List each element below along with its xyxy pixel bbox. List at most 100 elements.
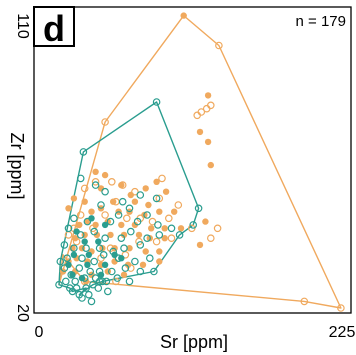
teal-open-data-point <box>143 234 151 243</box>
teal-open-data-point <box>60 264 69 272</box>
orange-filled-data-point <box>180 12 187 19</box>
teal-open-data-point <box>194 204 203 213</box>
orange-open-data-point <box>76 211 85 219</box>
teal-open-data-point <box>70 244 78 253</box>
teal-open-data-point <box>136 191 145 199</box>
teal-filled-data-point <box>73 228 80 235</box>
orange-filled-data-point <box>171 208 178 215</box>
orange-filled-data-point <box>93 231 101 239</box>
orange-filled-data-point <box>126 245 133 252</box>
y-tick-label-min: 20 <box>14 304 31 322</box>
orange-open-data-point <box>101 211 109 219</box>
teal-open-data-point <box>114 211 123 219</box>
teal-open-data-point <box>167 224 176 233</box>
teal-filled-data-point <box>69 271 76 278</box>
teal-open-data-point <box>91 181 100 189</box>
orange-filled-data-point <box>120 271 128 278</box>
teal-open-data-point <box>56 257 65 266</box>
orange-filled-data-point <box>148 225 155 232</box>
teal-filled-data-point <box>111 251 118 258</box>
point-layer <box>55 12 345 312</box>
teal-open-data-point <box>131 257 139 266</box>
teal-open-data-point <box>189 221 198 229</box>
orange-filled-data-point <box>118 221 125 229</box>
teal-open-data-point <box>99 251 108 259</box>
orange-filled-data-point <box>196 128 204 136</box>
teal-open-data-point <box>146 254 154 263</box>
teal-open-data-point <box>76 231 85 239</box>
orange-filled-data-point <box>142 185 149 192</box>
teal-open-data-point <box>154 221 162 229</box>
orange-filled-data-point <box>153 178 160 185</box>
orange-open-data-point <box>300 297 309 306</box>
teal-open-data-point <box>83 217 92 226</box>
orange-filled-data-point <box>207 161 214 169</box>
teal-open-data-point <box>64 224 73 233</box>
orange-filled-data-point <box>72 235 79 242</box>
teal-open-data-point <box>75 264 84 272</box>
orange-open-data-point <box>123 214 131 223</box>
teal-open-data-point <box>82 284 90 292</box>
teal-open-data-point <box>136 267 145 276</box>
teal-filled-data-point <box>65 261 72 268</box>
orange-filled-data-point <box>92 221 99 229</box>
orange-filled-data-point <box>110 198 117 205</box>
orange-filled-data-point <box>118 181 125 189</box>
orange-open-data-point <box>215 41 223 50</box>
orange-open-data-point <box>207 234 215 243</box>
teal-open-data-point <box>60 241 69 249</box>
orange-filled-data-point <box>156 258 163 265</box>
teal-open-data-point <box>78 294 86 302</box>
orange-filled-data-point <box>92 168 99 175</box>
teal-open-data-point <box>136 241 145 249</box>
teal-open-data-point <box>118 197 127 206</box>
teal-open-data-point <box>106 217 115 226</box>
orange-filled-data-point <box>202 218 209 225</box>
teal-open-data-point <box>121 264 130 272</box>
teal-filled-data-point <box>84 261 91 268</box>
teal-open-data-point <box>117 234 126 243</box>
orange-filled-data-point <box>65 205 72 212</box>
teal-filled-data-point <box>81 238 88 245</box>
orange-filled-data-point <box>101 171 109 179</box>
orange-filled-data-point <box>81 198 88 205</box>
orange-open-data-point <box>108 178 116 186</box>
orange-filled-data-point <box>127 191 134 199</box>
teal-open-data-point <box>86 267 95 276</box>
panel-label: d <box>43 8 65 49</box>
teal-open-data-point <box>72 284 81 292</box>
teal-open-data-point <box>85 290 93 299</box>
orange-open-data-point <box>174 201 183 209</box>
teal-open-data-point <box>90 227 99 236</box>
orange-filled-data-point <box>131 221 139 229</box>
orange-open-data-point <box>165 214 173 223</box>
teal-open-data-point <box>152 194 161 203</box>
teal-filled-data-point <box>97 271 105 278</box>
teal-open-data-point <box>82 244 90 253</box>
orange-filled-data-point <box>204 92 212 99</box>
teal-filled-data-point <box>70 251 78 258</box>
teal-open-data-point <box>76 174 85 183</box>
orange-filled-data-point <box>76 221 83 229</box>
orange-open-data-point <box>148 217 157 226</box>
orange-filled-data-point <box>124 261 132 268</box>
teal-filled-data-point <box>88 215 95 222</box>
x-tick-label-max: 225 <box>329 324 356 341</box>
orange-open-data-point <box>167 234 176 243</box>
orange-filled-data-point <box>107 231 114 239</box>
orange-filled-data-point <box>196 241 204 249</box>
orange-filled-data-point <box>161 225 168 232</box>
orange-filled-data-point <box>177 225 185 232</box>
teal-open-data-point <box>113 274 122 282</box>
orange-open-data-point <box>91 178 100 186</box>
teal-open-data-point <box>55 280 63 289</box>
orange-filled-data-point <box>156 248 163 255</box>
orange-open-data-point <box>213 224 222 233</box>
teal-open-data-point <box>101 187 109 196</box>
orange-filled-data-point <box>70 195 78 202</box>
teal-open-data-point <box>125 277 134 286</box>
orange-open-data-point <box>158 174 166 183</box>
teal-open-data-point <box>104 287 112 296</box>
